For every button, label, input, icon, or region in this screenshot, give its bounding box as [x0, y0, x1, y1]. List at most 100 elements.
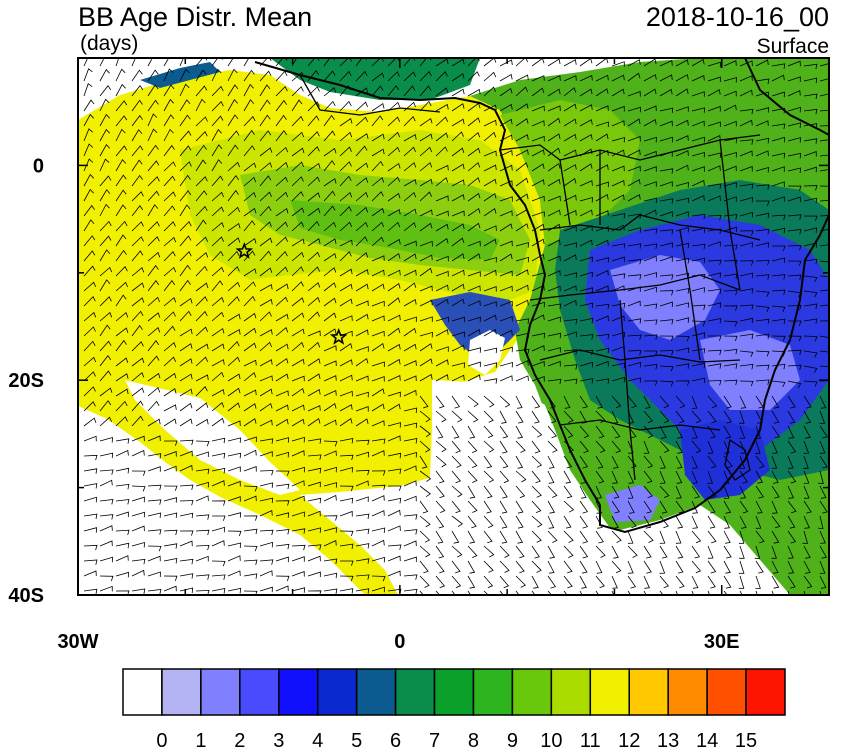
- wind-barb: [691, 377, 706, 384]
- wind-barb: [291, 266, 304, 277]
- wind-barb: [579, 349, 594, 356]
- wind-barb: [83, 326, 96, 337]
- wind-barb: [259, 191, 272, 202]
- wind-barb: [595, 193, 609, 202]
- field-interior-lightblue-2: [700, 330, 800, 410]
- wind-barb: [259, 375, 273, 382]
- wind-barb: [611, 136, 625, 143]
- wind-barb: [323, 253, 337, 262]
- wind-barb: [83, 311, 97, 322]
- wind-barb: [771, 274, 786, 280]
- wind-barb: [339, 298, 353, 307]
- wind-barb: [771, 395, 780, 409]
- wind-barb: [227, 281, 241, 292]
- wind-barb: [211, 540, 225, 547]
- wind-barb: [643, 74, 657, 82]
- wind-barb: [691, 107, 706, 113]
- wind-barb: [195, 252, 209, 262]
- wind-barb: [435, 410, 447, 423]
- wind-barb: [803, 455, 809, 469]
- wind-barb: [499, 530, 508, 544]
- wind-barb: [131, 250, 144, 262]
- wind-barb: [819, 425, 828, 439]
- wind-barb: [771, 74, 785, 82]
- wind-barb: [115, 388, 129, 397]
- wind-barb: [771, 107, 786, 114]
- wind-barb: [659, 425, 667, 439]
- wind-barb: [723, 165, 737, 172]
- wind-barb: [707, 575, 716, 589]
- wind-barb: [707, 500, 716, 514]
- wind-barb: [787, 106, 801, 113]
- wind-barb: [355, 87, 369, 97]
- wind-barb: [483, 530, 493, 544]
- wind-barb: [259, 559, 274, 565]
- wind-barb: [579, 334, 594, 340]
- wind-barb: [515, 575, 526, 588]
- wind-barb: [227, 570, 241, 577]
- wind-barb: [83, 250, 96, 262]
- wind-barb: [675, 88, 689, 97]
- wind-barb: [723, 560, 731, 574]
- wind-barb: [323, 419, 337, 427]
- wind-barb: [515, 348, 530, 355]
- wind-barb: [179, 343, 193, 352]
- wind-barb: [467, 132, 481, 142]
- wind-barb: [355, 116, 368, 127]
- wind-barb: [83, 386, 96, 397]
- wind-barb: [483, 515, 494, 528]
- wind-barb: [435, 146, 448, 157]
- wind-barb: [99, 556, 113, 563]
- wind-barb: [483, 485, 493, 499]
- wind-barb: [467, 485, 476, 499]
- wind-barb: [419, 71, 432, 82]
- wind-barb: [211, 266, 225, 277]
- wind-barb: [387, 101, 401, 112]
- wind-barb: [515, 256, 529, 263]
- wind-barb: [339, 251, 352, 262]
- wind-barb: [195, 374, 209, 382]
- wind-barb: [643, 470, 653, 484]
- wind-barb: [515, 332, 530, 339]
- wind-barb: [467, 530, 476, 544]
- wind-barb: [435, 164, 449, 172]
- wind-barb: [291, 86, 304, 97]
- wind-barb: [755, 364, 770, 371]
- wind-barb: [787, 274, 802, 281]
- wind-barb: [179, 373, 193, 382]
- wind-barb: [243, 495, 257, 502]
- wind-barb: [259, 58, 272, 67]
- wind-barb: [739, 304, 754, 310]
- wind-barb: [243, 238, 257, 247]
- wind-barb: [563, 164, 577, 172]
- wind-barb: [307, 266, 320, 277]
- wind-barb: [467, 395, 479, 408]
- wind-barb: [483, 545, 495, 558]
- wind-barb: [323, 221, 337, 232]
- wind-barb: [771, 196, 785, 202]
- wind-barb: [627, 274, 642, 280]
- map-frame: [77, 57, 830, 596]
- wind-barb: [195, 310, 208, 322]
- wind-barb: [754, 545, 761, 559]
- wind-barb: [179, 573, 194, 579]
- wind-barb: [115, 373, 129, 382]
- wind-barb: [531, 253, 545, 262]
- wind-barb: [387, 208, 401, 217]
- wind-barb: [691, 348, 706, 354]
- wind-barb: [291, 544, 306, 551]
- wind-barb: [787, 60, 801, 67]
- wind-barb: [595, 425, 605, 439]
- map-title: BB Age Distr. Mean: [78, 2, 312, 32]
- wind-barb: [755, 575, 761, 589]
- wind-barb: [243, 83, 254, 97]
- wind-barb: [707, 195, 721, 202]
- wind-barb: [243, 129, 255, 142]
- wind-barb: [579, 425, 590, 439]
- wind-barb: [819, 575, 827, 589]
- wind-barb: [275, 327, 289, 337]
- wind-barb: [563, 242, 578, 248]
- wind-barb: [99, 311, 113, 322]
- wind-barb: [659, 335, 674, 341]
